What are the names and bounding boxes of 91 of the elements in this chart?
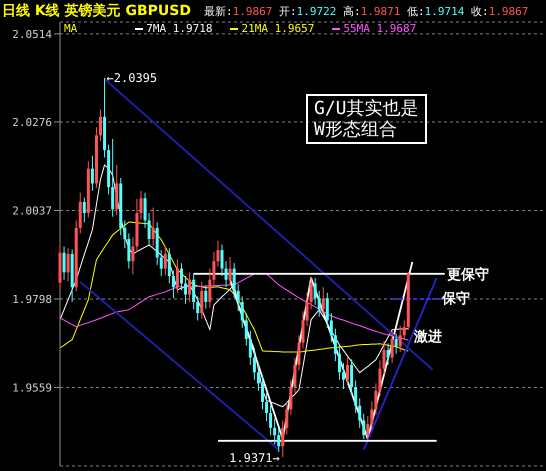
candlestick	[293, 357, 296, 394]
candlestick	[273, 418, 276, 446]
legend-label: 7MA 1.9718	[146, 22, 212, 35]
candlestick	[152, 207, 155, 247]
candlestick	[362, 413, 366, 440]
candlestick	[350, 358, 354, 396]
text: 最新:1.9867 开:1.9722 高:1.9871 低:1.9714 收:1.9867	[204, 5, 528, 18]
candlestick	[184, 276, 188, 304]
candlestick	[168, 248, 171, 284]
candlestick	[269, 405, 272, 436]
candlestick	[160, 250, 163, 277]
candlestick	[261, 376, 264, 410]
candlestick	[330, 312, 333, 342]
candlestick	[180, 262, 183, 291]
candlestick	[82, 197, 86, 223]
y-tick-label: 2.0276	[12, 116, 52, 129]
candlestick	[224, 260, 228, 288]
candlestick	[310, 276, 313, 310]
legend-title: MA	[64, 22, 78, 35]
annotation: ←2.0395	[106, 70, 158, 85]
candlestick	[244, 312, 248, 346]
candlestick	[252, 348, 256, 380]
candlestick	[232, 262, 236, 299]
candlestick	[390, 330, 394, 364]
candlestick	[90, 155, 94, 192]
candlestick	[127, 232, 130, 270]
candlestick	[196, 296, 200, 321]
y-tick-label: 1.9559	[12, 381, 52, 394]
annotation: 1.9371→	[229, 451, 280, 466]
candlestick	[212, 251, 216, 286]
candlestick	[216, 240, 220, 268]
candlestick	[326, 292, 329, 328]
candlestick	[204, 284, 208, 310]
candlestick	[140, 190, 142, 220]
annotation: G/U其实也是 W形态组合	[306, 94, 427, 144]
candlestick	[265, 392, 268, 422]
candlestick	[281, 420, 284, 458]
candlestick	[378, 360, 382, 397]
y-tick-label: 1.9798	[12, 292, 52, 306]
candlestick	[200, 281, 204, 320]
candlestick	[338, 345, 341, 380]
chart-title: 日线 K线 英镑美元 GBPUSD	[2, 2, 191, 20]
candlestick	[382, 340, 386, 375]
candlestick	[172, 270, 175, 299]
annotation: 激进	[414, 328, 442, 346]
y-tick-label: 2.0514	[12, 28, 52, 41]
candlestick	[192, 272, 196, 310]
candlestick	[236, 284, 240, 312]
candlestick	[123, 220, 126, 249]
candlestick	[220, 244, 224, 277]
candlestick	[322, 286, 325, 316]
candlestick	[297, 334, 300, 371]
annotation: 保守	[442, 290, 470, 308]
candlestick	[354, 380, 358, 414]
candlestick	[358, 398, 362, 428]
candlestick	[342, 362, 345, 390]
candlestick	[394, 332, 398, 354]
candlestick	[306, 292, 309, 327]
candlestick	[66, 248, 70, 282]
candlestick	[289, 379, 292, 416]
candlestick	[240, 296, 244, 328]
candlestick	[398, 326, 402, 352]
candlestick	[334, 328, 337, 362]
candlestick	[131, 236, 134, 275]
candlestick	[62, 246, 66, 280]
candlestick	[346, 357, 350, 386]
candlestick	[188, 272, 192, 302]
candlestick	[302, 310, 304, 349]
candlestick	[164, 246, 167, 276]
candlestick	[248, 330, 252, 366]
candlestick	[366, 416, 370, 439]
candlestick	[370, 400, 374, 430]
candlestick	[314, 277, 317, 306]
candlestick	[256, 362, 260, 392]
candlestick	[386, 342, 390, 366]
candlestick	[111, 138, 114, 218]
candlestick	[99, 108, 102, 142]
candlestick	[285, 401, 288, 436]
candlestick	[208, 268, 212, 308]
candlestick	[228, 256, 232, 286]
candlestick	[402, 320, 406, 340]
y-tick-label: 2.0037	[12, 204, 52, 218]
candlestick	[374, 382, 378, 416]
candlestick	[176, 258, 179, 294]
candlestick	[277, 428, 280, 452]
candlestick	[144, 192, 147, 228]
legend-label: 55MA 1.9687	[343, 22, 416, 35]
candlestick	[318, 290, 321, 318]
legend-label: 21MA 1.9657	[241, 22, 314, 35]
series-label: 更保守	[446, 266, 489, 283]
candlestick	[148, 212, 151, 246]
